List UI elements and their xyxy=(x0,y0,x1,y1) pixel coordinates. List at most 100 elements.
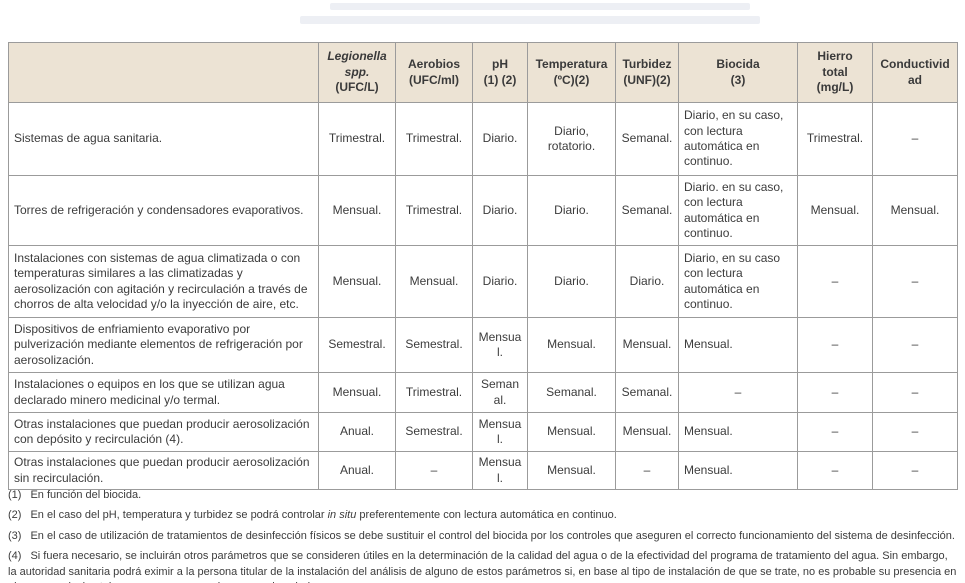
table-cell: Diario, en su caso, con lectura automáti… xyxy=(678,102,798,176)
column-header: Legionella spp. (UFC/L) xyxy=(318,42,396,103)
row-label: Otras instalaciones que puedan producir … xyxy=(8,451,319,490)
table-cell: Mensual. xyxy=(678,412,798,452)
table-cell: – xyxy=(872,245,958,318)
table-cell: Mensual. xyxy=(872,175,958,246)
footnote-text: Si fuera necesario, se incluirán otros p… xyxy=(8,550,957,583)
table-cell: – xyxy=(395,451,473,490)
column-header: Biocida (3) xyxy=(678,42,798,103)
cropped-header-text xyxy=(330,3,750,10)
column-header: Aerobios (UFC/ml) xyxy=(395,42,473,103)
table-row: Otras instalaciones que puedan producir … xyxy=(8,451,958,490)
table-cell: Mensual. xyxy=(472,412,528,452)
table-row: Instalaciones con sistemas de agua clima… xyxy=(8,245,958,318)
footnote: (2) En el caso del pH, temperatura y turb… xyxy=(8,508,958,523)
table-cell: – xyxy=(615,451,679,490)
corner-cell xyxy=(8,42,319,103)
table-cell: Diario. xyxy=(615,245,679,318)
column-header: Hierro total (mg/L) xyxy=(797,42,873,103)
header-row: Legionella spp. (UFC/L) Aerobios (UFC/ml) pH(… xyxy=(8,42,958,103)
table-cell: – xyxy=(797,451,873,490)
table-cell: Mensual. xyxy=(615,317,679,373)
column-header: Turbidez (UNF)(2) xyxy=(615,42,679,103)
table-cell: Anual. xyxy=(318,412,396,452)
table-cell: Mensual. xyxy=(395,245,473,318)
table-row: Instalaciones o equipos en los que se ut… xyxy=(8,372,958,413)
monitoring-table: Legionella spp. (UFC/L) Aerobios (UFC/ml) pH(… xyxy=(8,42,958,490)
table-cell: Trimestral. xyxy=(318,102,396,176)
footnote-text: En el caso de utilización de tratamiento… xyxy=(30,529,955,542)
table-cell: Mensual. xyxy=(615,412,679,452)
table-cell: Mensual. xyxy=(797,175,873,246)
table-cell: Mensual. xyxy=(527,317,616,373)
table-cell: Diario, en su caso con lectura automátic… xyxy=(678,245,798,318)
table-cell: Diario. xyxy=(472,245,528,318)
footnotes: (1) En función del biocida. (2) En el caso … xyxy=(8,488,958,583)
row-label: Torres de refrigeración y condensadores … xyxy=(8,175,319,246)
table-cell: Trimestral. xyxy=(395,102,473,176)
footnote-text: preferentemente con lectura automática e… xyxy=(356,509,617,522)
footnote: (3) En el caso de utilización de tratamie… xyxy=(8,529,958,544)
table-cell: Mensual. xyxy=(318,245,396,318)
table-cell: Semestral. xyxy=(395,412,473,452)
footnote-marker: (2) xyxy=(8,509,22,522)
footnote-marker: (4) xyxy=(8,550,22,563)
column-header: Temperatura (ºC)(2) xyxy=(527,42,616,103)
table-cell: – xyxy=(872,412,958,452)
row-label: Sistemas de agua sanitaria. xyxy=(8,102,319,176)
table-cell: Mensual. xyxy=(678,451,798,490)
table-cell: – xyxy=(797,245,873,318)
table-cell: Trimestral. xyxy=(395,372,473,413)
footnote-text: in situ xyxy=(327,509,357,522)
table-cell: – xyxy=(872,102,958,176)
table-cell: Trimestral. xyxy=(797,102,873,176)
table-body: Sistemas de agua sanitaria. Trimestral. Tr… xyxy=(8,102,958,490)
footnote-marker: (3) xyxy=(8,529,22,542)
table-cell: Mensual. xyxy=(527,412,616,452)
table-cell: Semanal. xyxy=(527,372,616,413)
table-cell: Mensual. xyxy=(527,451,616,490)
table-cell: Mensual. xyxy=(318,175,396,246)
row-label: Dispositivos de enfriamiento evaporativo… xyxy=(8,317,319,373)
table-cell: Diario. en su caso, con lectura automáti… xyxy=(678,175,798,246)
table-cell: – xyxy=(872,372,958,413)
table-cell: Semanal. xyxy=(615,372,679,413)
table-row: Otras instalaciones que puedan producir … xyxy=(8,412,958,452)
footnote: (4) Si fuera necesario, se incluirán otro… xyxy=(8,549,958,583)
footnote: (1) En función del biocida. xyxy=(8,488,958,503)
table-cell: Diario. xyxy=(527,245,616,318)
table-row: Torres de refrigeración y condensadores … xyxy=(8,175,958,246)
table-cell: Trimestral. xyxy=(395,175,473,246)
row-label: Otras instalaciones que puedan producir … xyxy=(8,412,319,452)
table-cell: Semestral. xyxy=(318,317,396,373)
footnote-text: En función del biocida. xyxy=(30,489,142,501)
cropped-header-text xyxy=(300,16,760,24)
table-cell: – xyxy=(872,451,958,490)
footnote-marker: (1) xyxy=(8,489,22,501)
column-header: pH (1) (2) xyxy=(472,42,528,103)
table-cell: Mensual. xyxy=(472,451,528,490)
table-cell: – xyxy=(797,372,873,413)
table-cell: Mensual. xyxy=(318,372,396,413)
table-cell: Diario. xyxy=(472,175,528,246)
row-label: Instalaciones o equipos en los que se ut… xyxy=(8,372,319,413)
table-cell: – xyxy=(678,372,798,413)
table-cell: Semestral. xyxy=(395,317,473,373)
table-cell: Anual. xyxy=(318,451,396,490)
row-label: Instalaciones con sistemas de agua clima… xyxy=(8,245,319,318)
table-cell: Diario, rotatorio. xyxy=(527,102,616,176)
table-cell: Semanal. xyxy=(615,102,679,176)
table-row: Dispositivos de enfriamiento evaporativo… xyxy=(8,317,958,373)
table-cell: Mensual. xyxy=(472,317,528,373)
table-row: Sistemas de agua sanitaria. Trimestral. Tr… xyxy=(8,102,958,176)
table-cell: Mensual. xyxy=(678,317,798,373)
table-cell: Diario. xyxy=(527,175,616,246)
table-cell: Semanal. xyxy=(615,175,679,246)
table-cell: – xyxy=(797,317,873,373)
footnote-text: En el caso del pH, temperatura y turbide… xyxy=(30,509,328,522)
table-cell: – xyxy=(797,412,873,452)
column-header: Conductividad xyxy=(872,42,958,103)
table-cell: Diario. xyxy=(472,102,528,176)
table-cell: Semanal. xyxy=(472,372,528,413)
table-cell: – xyxy=(872,317,958,373)
